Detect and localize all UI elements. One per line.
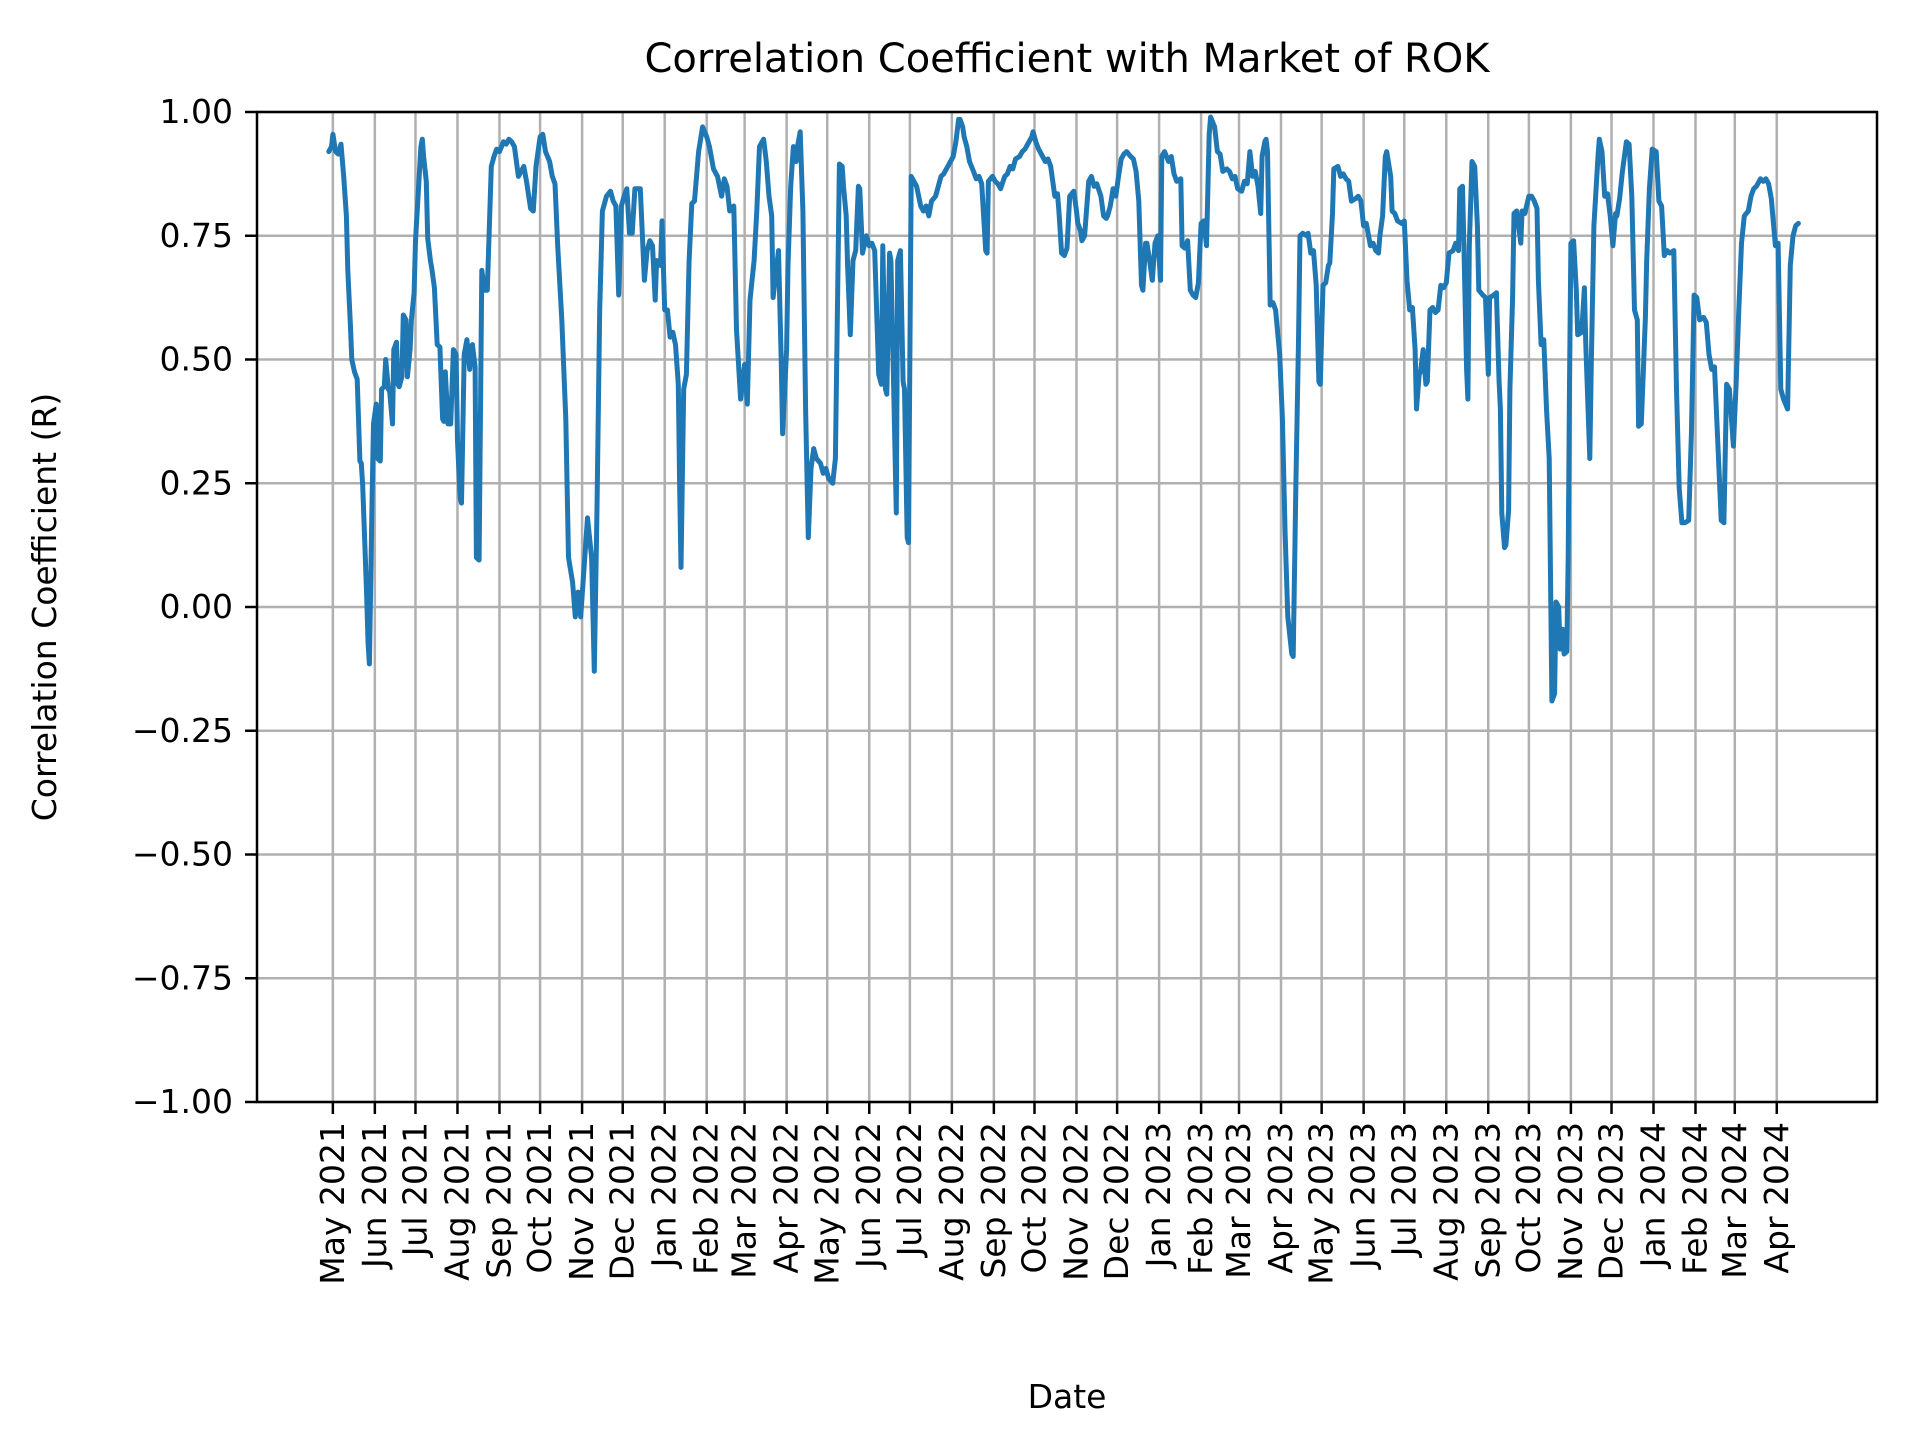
y-axis-label: Correlation Coefficient (R): [25, 393, 64, 822]
x-tick-label: Dec 2021: [603, 1122, 642, 1280]
x-tick-label: Oct 2022: [1014, 1122, 1053, 1274]
x-tick-label: Aug 2023: [1426, 1122, 1465, 1281]
x-tick-label: Nov 2021: [562, 1122, 601, 1281]
x-tick-label: Jun 2021: [355, 1122, 394, 1270]
y-tick-label: −0.75: [132, 958, 233, 997]
x-tick-label: Jul 2022: [890, 1122, 929, 1258]
x-tick-label: Mar 2022: [725, 1122, 764, 1279]
y-tick-label: 0.50: [160, 340, 233, 379]
x-tick-label: May 2023: [1302, 1122, 1341, 1285]
x-tick-label: Jan 2024: [1634, 1122, 1673, 1269]
y-tick-label: −0.50: [132, 835, 233, 874]
x-tick-label: Sep 2023: [1468, 1122, 1507, 1279]
x-tick-label: Apr 2024: [1757, 1122, 1796, 1274]
x-tick-label: Nov 2022: [1056, 1122, 1095, 1281]
correlation-line: [326, 114, 1801, 704]
chart-title: Correlation Coefficient with Market of R…: [645, 36, 1492, 82]
x-tick-label: Jul 2021: [395, 1122, 434, 1258]
x-tick-label: Dec 2023: [1592, 1122, 1631, 1280]
x-tick-label: May 2022: [807, 1122, 846, 1285]
x-tick-label: Sep 2022: [974, 1122, 1013, 1279]
x-tick-label: Feb 2024: [1675, 1122, 1714, 1275]
x-tick-label: Mar 2024: [1715, 1122, 1754, 1279]
x-tick-label: Jul 2023: [1384, 1122, 1423, 1258]
y-tick-label: −0.25: [132, 711, 233, 750]
y-tick-label: 0.00: [160, 587, 233, 626]
x-tick-label: Jan 2022: [645, 1122, 684, 1269]
x-tick-label: Oct 2023: [1509, 1122, 1548, 1274]
x-tick-label: Apr 2022: [767, 1122, 806, 1274]
x-tick-label: Oct 2021: [520, 1122, 559, 1274]
y-tick-label: 1.00: [160, 92, 233, 131]
x-tick-label: Aug 2021: [437, 1122, 476, 1281]
x-tick-label: Jan 2023: [1139, 1122, 1178, 1269]
x-tick-label: Mar 2023: [1219, 1122, 1258, 1279]
x-axis-label: Date: [1028, 1377, 1107, 1416]
y-tick-label: 0.25: [160, 463, 233, 502]
x-tick-label: Feb 2023: [1181, 1122, 1220, 1275]
x-tick-label: Nov 2023: [1551, 1122, 1590, 1281]
x-tick-label: Apr 2023: [1261, 1122, 1300, 1274]
axis-layer: 1.00 0.75 0.50 0.25 0.00 −0.25 −0.50 −0.75 −1.00…: [132, 92, 1879, 1285]
x-tick-label: Jun 2023: [1344, 1122, 1383, 1270]
x-tick-label: Aug 2022: [932, 1122, 971, 1281]
data-series-layer: [326, 114, 1801, 704]
x-tick-label: Jun 2022: [849, 1122, 888, 1270]
y-tick-label: 0.75: [160, 216, 233, 255]
x-tick-label: May 2021: [313, 1122, 352, 1285]
x-tick-label: Feb 2022: [687, 1122, 726, 1275]
x-tick-label: Sep 2021: [479, 1122, 518, 1279]
x-tick-label: Dec 2022: [1097, 1122, 1136, 1280]
y-tick-label: −1.00: [132, 1082, 233, 1121]
